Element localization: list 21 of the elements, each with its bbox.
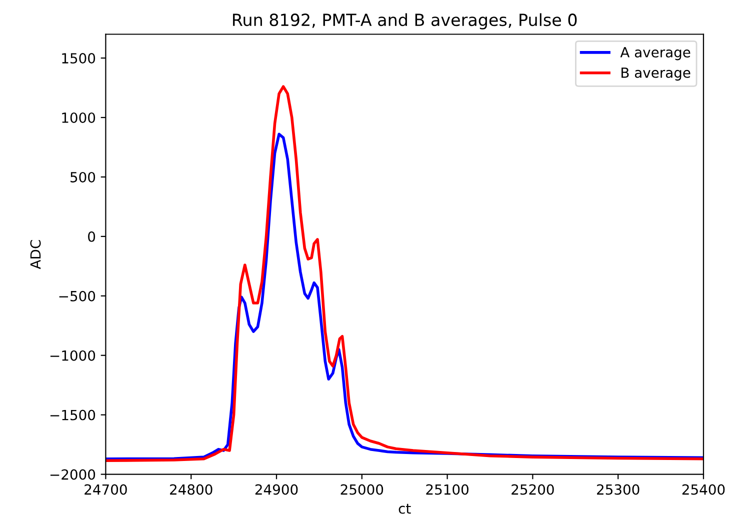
y-tick-label: −1500	[50, 410, 96, 420]
x-tick-label: 25300	[597, 484, 640, 495]
chart-title: Run 8192, PMT-A and B averages, Pulse 0	[233, 13, 577, 30]
x-tick-label: 24800	[170, 484, 212, 495]
x-tick-label: 24700	[84, 484, 127, 495]
legend-label: A average	[620, 47, 690, 60]
y-tick-label: 500	[70, 172, 96, 182]
x-axis-title: ct	[398, 504, 411, 514]
x-tick-label: 24900	[255, 484, 298, 495]
x-tick-label: 25400	[682, 484, 725, 495]
x-tick-label: 25100	[426, 484, 468, 495]
y-tick-label: 1500	[62, 53, 96, 64]
y-axis-title: ADC	[30, 240, 41, 270]
x-tick-label: 25000	[340, 484, 384, 495]
y-tick-label: 0	[88, 231, 96, 242]
x-tick-label: 25200	[512, 484, 554, 495]
legend-label: B average	[622, 68, 690, 81]
y-tick-label: 1000	[62, 112, 96, 123]
y-tick-label: −500	[59, 290, 96, 302]
y-tick-label: −1000	[50, 350, 96, 361]
y-tick-label: −2000	[50, 469, 96, 480]
